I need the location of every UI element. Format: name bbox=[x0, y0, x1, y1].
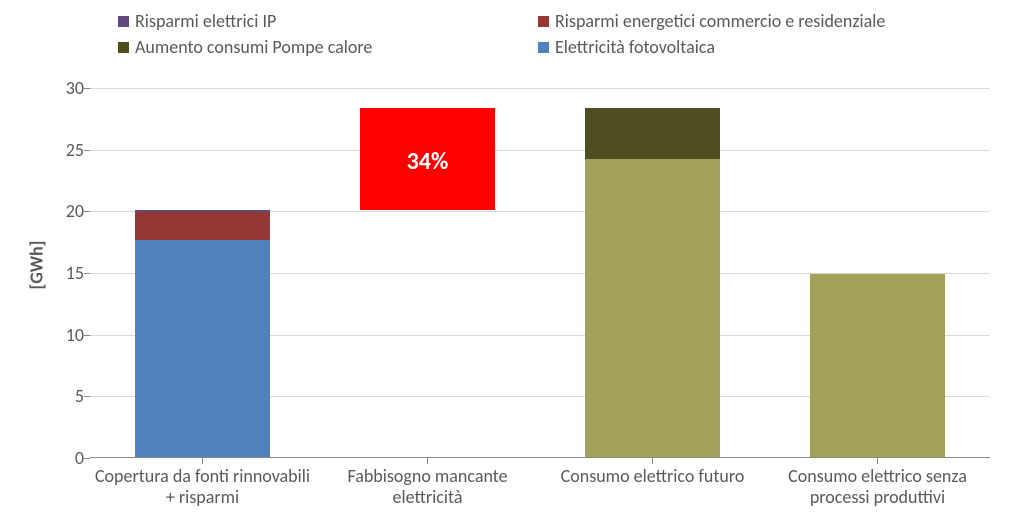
x-tick-label: Consumo elettrico futuro bbox=[543, 466, 763, 487]
y-tick-label: 25 bbox=[44, 139, 84, 161]
legend-label: Risparmi elettrici IP bbox=[135, 10, 276, 32]
bar-segment-risparmi_comm_res bbox=[135, 212, 270, 240]
y-tickmark bbox=[84, 335, 90, 336]
legend-swatch bbox=[538, 42, 549, 53]
x-tickmark bbox=[652, 458, 653, 464]
legend-item: Aumento consumi Pompe calore bbox=[118, 36, 538, 58]
legend-item: Risparmi elettrici IP bbox=[118, 10, 538, 32]
bar-segment-pompe_calore bbox=[585, 108, 720, 159]
legend-item: Elettricità fotovoltaica bbox=[538, 36, 958, 58]
bar-group: 34% bbox=[360, 87, 495, 457]
y-tickmark bbox=[84, 458, 90, 459]
legend: Risparmi elettrici IP Risparmi energetici… bbox=[98, 8, 978, 60]
y-tick-label: 15 bbox=[44, 262, 84, 284]
y-tickmark bbox=[84, 396, 90, 397]
bar-group bbox=[585, 87, 720, 457]
x-tickmark bbox=[877, 458, 878, 464]
bar-segment-risparmi_ip bbox=[135, 210, 270, 211]
legend-label: Elettricità fotovoltaica bbox=[555, 36, 715, 58]
y-tick-label: 20 bbox=[44, 200, 84, 222]
bar-value-label: 34% bbox=[360, 147, 495, 176]
y-tickmark bbox=[84, 211, 90, 212]
legend-label: Risparmi energetici commercio e residenz… bbox=[555, 10, 885, 32]
y-tick-label: 30 bbox=[44, 77, 84, 99]
legend-swatch bbox=[118, 42, 129, 53]
y-tickmark bbox=[84, 150, 90, 151]
y-tick-label: 0 bbox=[44, 447, 84, 469]
y-tickmark bbox=[84, 273, 90, 274]
y-tick-label: 5 bbox=[44, 385, 84, 407]
y-tickmark bbox=[84, 88, 90, 89]
plot-area: 051015202530Copertura da fonti rinnovabi… bbox=[90, 88, 990, 458]
bar-segment-consumo_base bbox=[585, 159, 720, 457]
bar-segment-consumo_base bbox=[810, 274, 945, 457]
x-tick-label: Consumo elettrico senzaprocessi produtti… bbox=[768, 466, 988, 507]
bar-group bbox=[135, 87, 270, 457]
chart-container: [GWh] Risparmi elettrici IPRisparmi ener… bbox=[0, 0, 1024, 529]
legend-swatch bbox=[118, 16, 129, 27]
legend-label: Aumento consumi Pompe calore bbox=[135, 36, 372, 58]
x-tick-label: Copertura da fonti rinnovabili+ risparmi bbox=[93, 466, 313, 507]
x-tick-label: Fabbisogno mancanteelettricità bbox=[318, 466, 538, 507]
y-tick-label: 10 bbox=[44, 324, 84, 346]
x-tickmark bbox=[427, 458, 428, 464]
x-tickmark bbox=[202, 458, 203, 464]
bar-group bbox=[810, 87, 945, 457]
bar-segment-fotovoltaica bbox=[135, 240, 270, 457]
legend-swatch bbox=[538, 16, 549, 27]
legend-item: Risparmi energetici commercio e residenz… bbox=[538, 10, 958, 32]
